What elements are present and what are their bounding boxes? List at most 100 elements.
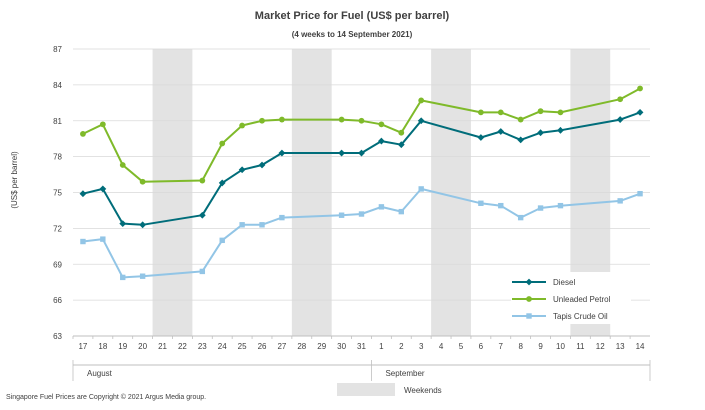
data-point-diesel-22 — [517, 136, 525, 144]
x-tick-label-2: 19 — [118, 342, 127, 351]
x-tick-label-14: 31 — [357, 342, 366, 351]
data-point-unleaded-petrol-9 — [259, 117, 265, 124]
data-point-unleaded-petrol-0 — [80, 131, 86, 137]
data-point-unleaded-petrol-1 — [99, 121, 106, 128]
data-point-unleaded-petrol-16 — [398, 129, 405, 136]
data-point-unleaded-petrol-27 — [617, 96, 624, 103]
data-point-diesel-20 — [477, 134, 485, 141]
data-point-tapis-crude-oil-20 — [478, 200, 484, 206]
data-point-diesel-8 — [238, 166, 246, 174]
data-point-diesel-1 — [99, 185, 107, 193]
x-tick-label-17: 3 — [419, 342, 424, 351]
data-point-diesel-15 — [377, 137, 385, 145]
series-diesel — [79, 108, 644, 229]
data-point-tapis-crude-oil-27 — [617, 198, 623, 204]
data-point-unleaded-petrol-3 — [139, 178, 146, 185]
data-point-diesel-7 — [218, 179, 226, 187]
legend-label-diesel: Diesel — [553, 278, 575, 287]
x-tick-label-10: 27 — [277, 342, 286, 351]
x-tick-label-23: 9 — [538, 342, 543, 351]
data-point-unleaded-petrol-6 — [199, 177, 206, 184]
x-tick-label-26: 12 — [596, 342, 605, 351]
data-point-diesel-2 — [119, 220, 127, 227]
data-point-diesel-14 — [358, 149, 365, 157]
x-tick-label-12: 29 — [317, 342, 326, 351]
x-tick-label-24: 10 — [556, 342, 565, 351]
data-point-diesel-10 — [278, 149, 286, 157]
chart-subtitle: (4 weeks to 14 September 2021) — [292, 30, 413, 39]
data-point-diesel-9 — [258, 161, 266, 169]
weekends-legend-swatch — [337, 383, 395, 396]
data-point-unleaded-petrol-24 — [557, 109, 564, 116]
series-unleaded-petrol — [80, 85, 643, 185]
x-tick-label-7: 24 — [218, 342, 227, 351]
x-tick-label-11: 28 — [297, 342, 306, 351]
data-point-diesel-24 — [557, 126, 564, 134]
data-point-tapis-crude-oil-15 — [378, 204, 385, 210]
data-point-unleaded-petrol-10 — [279, 116, 285, 123]
x-tick-label-22: 8 — [518, 342, 523, 351]
data-point-tapis-crude-oil-14 — [358, 211, 365, 217]
x-tick-label-25: 11 — [576, 342, 585, 351]
data-point-tapis-crude-oil-28 — [637, 190, 643, 197]
data-point-unleaded-petrol-28 — [637, 85, 643, 92]
data-point-unleaded-petrol-22 — [517, 116, 524, 123]
y-tick-label-78: 78 — [53, 153, 62, 162]
data-point-tapis-crude-oil-7 — [219, 237, 225, 244]
data-point-tapis-crude-oil-21 — [498, 202, 504, 209]
y-tick-label-66: 66 — [53, 296, 62, 305]
data-point-diesel-28 — [636, 108, 644, 116]
legend-marker-diesel — [525, 278, 533, 286]
data-point-diesel-21 — [497, 128, 505, 135]
x-tick-label-4: 21 — [158, 342, 167, 351]
data-point-tapis-crude-oil-10 — [279, 214, 285, 221]
legend-marker-tapis-crude-oil — [526, 313, 532, 319]
y-tick-label-63: 63 — [53, 332, 62, 341]
data-point-diesel-27 — [616, 116, 624, 123]
x-tick-label-20: 6 — [479, 342, 484, 351]
x-tick-label-6: 23 — [198, 342, 207, 351]
legend-label-tapis-crude-oil: Tapis Crude Oil — [553, 312, 608, 321]
data-point-unleaded-petrol-8 — [239, 122, 246, 129]
data-point-tapis-crude-oil-2 — [120, 274, 126, 281]
data-point-tapis-crude-oil-17 — [418, 186, 424, 192]
x-tick-label-5: 22 — [178, 342, 187, 351]
x-tick-label-15: 1 — [379, 342, 384, 351]
x-tick-label-1: 18 — [98, 342, 107, 351]
data-point-diesel-3 — [139, 221, 147, 229]
data-point-unleaded-petrol-20 — [477, 109, 484, 116]
data-point-unleaded-petrol-17 — [418, 97, 425, 104]
x-tick-label-18: 4 — [439, 342, 444, 351]
data-point-tapis-crude-oil-0 — [80, 238, 86, 245]
month-label-september: September — [385, 369, 424, 378]
x-tick-label-13: 30 — [337, 342, 346, 351]
data-point-tapis-crude-oil-24 — [557, 202, 564, 209]
series-tapis-crude-oil — [80, 186, 643, 281]
data-point-unleaded-petrol-23 — [537, 108, 544, 115]
data-point-unleaded-petrol-15 — [378, 121, 385, 128]
data-point-tapis-crude-oil-3 — [139, 273, 146, 279]
x-tick-label-3: 20 — [138, 342, 147, 351]
data-point-tapis-crude-oil-6 — [199, 268, 206, 275]
data-point-tapis-crude-oil-1 — [100, 236, 106, 242]
copyright-footnote: Singapore Fuel Prices are Copyright © 20… — [6, 393, 206, 401]
data-point-unleaded-petrol-14 — [358, 117, 365, 124]
y-tick-label-75: 75 — [53, 189, 62, 198]
y-axis-label: (US$ per barrel) — [10, 151, 19, 209]
month-label-august: August — [87, 369, 113, 378]
legend: Diesel Unleaded Petrol Tapis Crude Oil — [511, 272, 631, 324]
x-tick-label-19: 5 — [459, 342, 464, 351]
data-point-tapis-crude-oil-22 — [517, 214, 524, 221]
data-point-diesel-23 — [537, 129, 544, 137]
data-point-unleaded-petrol-2 — [119, 162, 126, 168]
y-tick-label-72: 72 — [53, 224, 62, 233]
data-point-tapis-crude-oil-16 — [398, 208, 404, 215]
x-tick-label-21: 7 — [499, 342, 504, 351]
data-point-diesel-16 — [397, 141, 405, 149]
data-point-tapis-crude-oil-9 — [259, 222, 265, 228]
data-point-unleaded-petrol-13 — [338, 116, 345, 123]
series-layer — [79, 85, 644, 281]
